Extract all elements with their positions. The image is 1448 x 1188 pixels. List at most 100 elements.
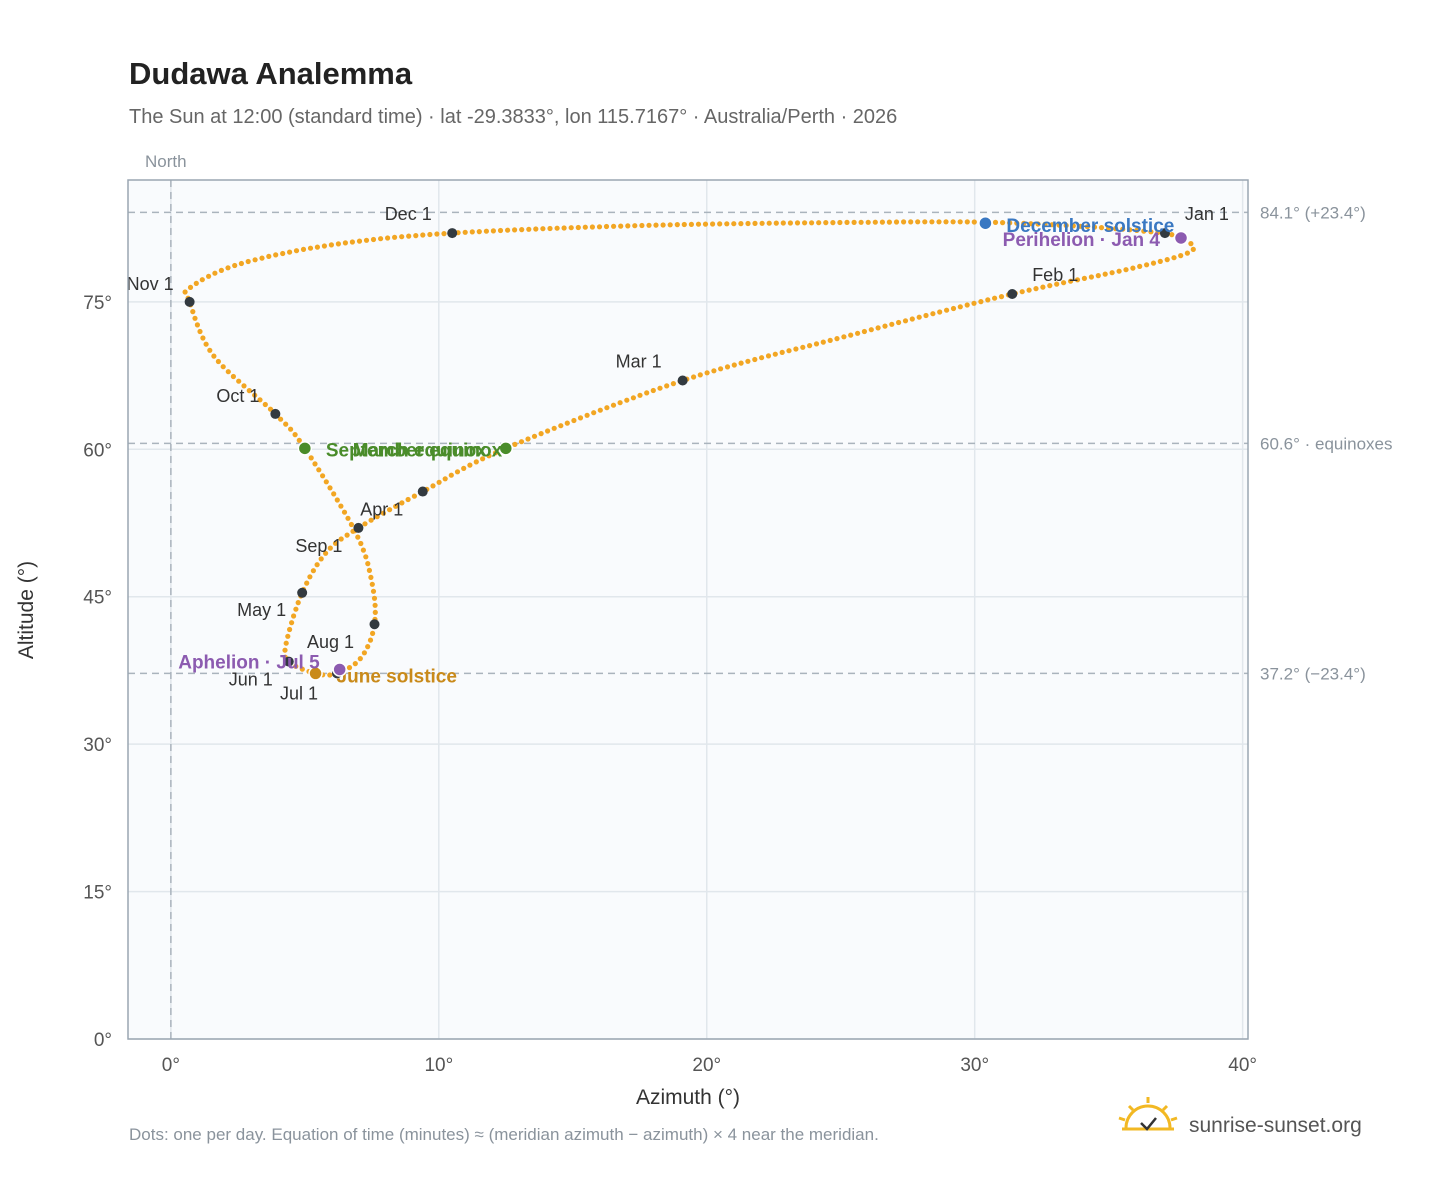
month-label: Jul 1	[280, 683, 318, 703]
day-dot	[365, 561, 371, 567]
day-dot	[1056, 222, 1062, 228]
day-dot	[637, 392, 643, 398]
month-label: May 1	[237, 600, 286, 620]
day-dot	[646, 222, 652, 228]
day-dot	[200, 335, 206, 341]
day-dot	[1007, 220, 1013, 226]
day-dot	[293, 606, 299, 612]
day-dot	[765, 353, 772, 359]
day-dot	[212, 270, 218, 276]
day-dot	[1081, 275, 1087, 281]
day-dot	[704, 370, 710, 376]
day-dot	[215, 358, 221, 365]
day-dot	[644, 390, 650, 396]
day-dot	[1113, 226, 1119, 232]
day-dot	[909, 316, 915, 322]
event-label: September equinox	[326, 440, 503, 461]
month-label: Dec 1	[385, 204, 432, 224]
day-dot	[399, 234, 405, 240]
day-dot	[182, 289, 188, 295]
day-dot	[902, 318, 909, 324]
day-dot	[323, 479, 329, 485]
day-dot	[469, 229, 475, 235]
day-dot	[262, 401, 268, 408]
day-dot	[1155, 229, 1161, 235]
day-dot	[591, 410, 597, 416]
day-dot	[406, 233, 412, 239]
day-dot	[370, 630, 376, 637]
day-dot	[259, 255, 265, 261]
day-dot	[779, 349, 785, 355]
day-dot	[1091, 224, 1098, 230]
day-dot	[531, 433, 538, 439]
day-dot	[462, 229, 468, 235]
day-dot	[752, 356, 758, 363]
day-dot	[872, 219, 878, 225]
day-dot	[341, 509, 348, 515]
day-dot	[434, 231, 440, 237]
day-dot	[922, 219, 928, 225]
day-dot	[280, 250, 286, 257]
day-dot	[519, 227, 525, 233]
day-dot	[295, 600, 301, 606]
day-dot	[238, 260, 244, 267]
day-dot	[1116, 268, 1122, 274]
day-dot	[316, 467, 322, 473]
day-dot	[772, 351, 778, 357]
day-dot	[889, 321, 895, 327]
day-dot	[868, 327, 874, 333]
day-dot	[363, 554, 369, 560]
day-dot	[335, 241, 341, 247]
day-dot	[292, 432, 298, 438]
month-label: Sep 1	[295, 536, 342, 556]
day-dot	[220, 364, 226, 370]
day-dot	[551, 425, 557, 431]
day-dot	[794, 220, 801, 226]
footnote: Dots: one per day. Equation of time (min…	[129, 1125, 879, 1144]
event-label: Aphelion · Jul 5	[178, 652, 320, 673]
day-dot	[865, 219, 871, 225]
event-label: December solstice	[1006, 216, 1174, 237]
day-dot	[568, 225, 574, 231]
day-dot	[480, 456, 486, 462]
day-dot	[936, 219, 942, 225]
day-dot	[1063, 222, 1069, 229]
day-dot	[561, 225, 567, 231]
day-dot	[697, 372, 703, 378]
day-dot	[660, 222, 666, 228]
ref-line-label: 60.6° · equinoxes	[1260, 434, 1393, 453]
day-dot	[367, 637, 374, 643]
day-dot	[197, 328, 203, 335]
day-dot	[314, 244, 320, 250]
day-dot	[374, 514, 380, 520]
day-dot	[203, 341, 209, 347]
day-dot	[318, 556, 324, 562]
day-dot	[861, 328, 868, 335]
event-label: March equinox	[353, 440, 488, 461]
day-dot	[611, 223, 617, 229]
day-dot	[372, 609, 378, 616]
day-dot	[738, 221, 744, 227]
x-tick-label: 30°	[960, 1055, 989, 1076]
day-dot	[610, 402, 617, 408]
x-tick-label: 20°	[692, 1055, 721, 1076]
day-dot	[368, 574, 374, 581]
ref-line-label: 84.1° (+23.4°)	[1260, 203, 1366, 222]
day-dot	[844, 219, 850, 225]
day-dot	[800, 344, 806, 350]
day-dot	[597, 407, 603, 413]
day-dot	[957, 219, 963, 225]
day-dot	[1047, 283, 1053, 289]
day-dot	[486, 453, 492, 459]
day-dot	[211, 353, 217, 359]
day-dot	[1150, 260, 1157, 266]
day-dot	[355, 534, 361, 540]
day-dot	[632, 223, 638, 229]
day-dot	[323, 550, 329, 556]
day-dot	[937, 309, 943, 315]
event-marker	[1173, 230, 1189, 246]
day-dot	[745, 358, 751, 364]
day-dot	[650, 387, 656, 394]
day-dot	[371, 595, 378, 601]
day-dot	[454, 469, 461, 475]
